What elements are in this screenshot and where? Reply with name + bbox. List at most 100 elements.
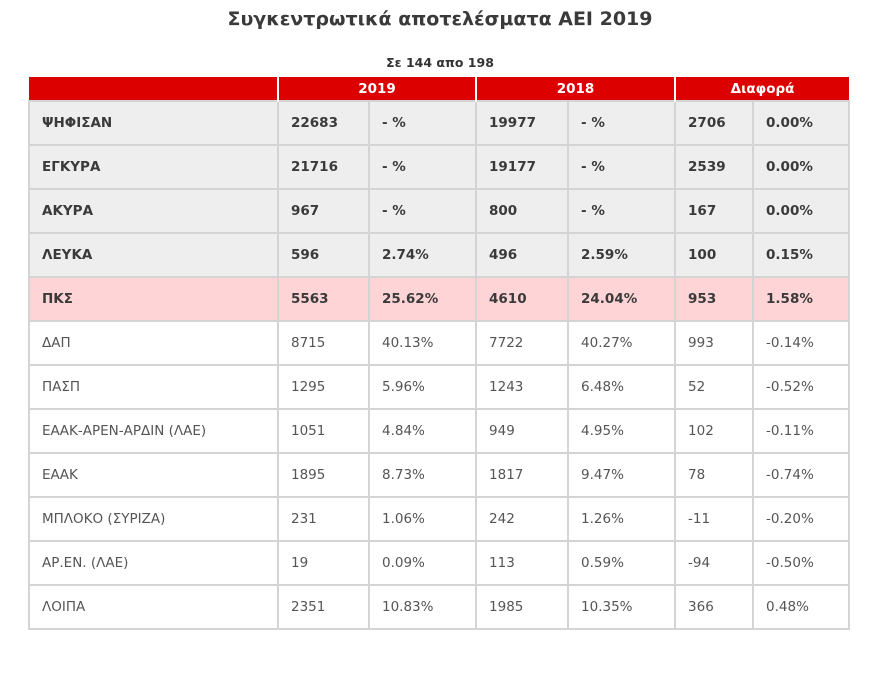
percent-2019: 8.73% <box>367 452 478 498</box>
votes-2018: 19177 <box>475 144 570 190</box>
table-row: ΕΓΚΥΡΑ 21716- % 19177- % 2539 0.00% <box>28 144 851 190</box>
row-label: ΕΓΚΥΡΑ <box>28 144 279 190</box>
percent-difference: -0.14% <box>752 320 851 366</box>
votes-2018: 1243 <box>475 364 570 410</box>
percent-2018: 10.35% <box>567 584 677 630</box>
percent-2019: 1.06% <box>367 496 478 542</box>
votes-2019: 967 <box>277 188 370 234</box>
percent-2019: 40.13% <box>367 320 478 366</box>
table-row: ΑΡ.ΕΝ. (ΛΑΕ) 19 0.09% 113 0.59% -94 -0.50% <box>28 540 851 586</box>
votes-2019: 5563 <box>277 276 370 322</box>
row-label: ΛΕΥΚΑ <box>28 232 279 278</box>
percent-difference: 0.48% <box>752 584 851 630</box>
votes-2019: 1051 <box>277 408 370 454</box>
table-row: ΔΑΠ 8715 40.13% 7722 40.27% 993 -0.14% <box>28 320 851 366</box>
table-row: ΑΚΥΡΑ 967- % 800- % 167 0.00% <box>28 188 851 234</box>
percent-2018: 24.04% <box>567 276 677 322</box>
votes-difference: -11 <box>674 496 755 542</box>
votes-2018: 7722 <box>475 320 570 366</box>
percent-difference: 0.15% <box>752 232 851 278</box>
votes-2018: 242 <box>475 496 570 542</box>
table-row: ΠΑΣΠ 1295 5.96% 1243 6.48% 52 -0.52% <box>28 364 851 410</box>
votes-2018: 113 <box>475 540 570 586</box>
percent-2018: 2.59% <box>567 232 677 278</box>
percent-2019: 10.83% <box>367 584 478 630</box>
row-label: ΜΠΛΟΚΟ (ΣΥΡΙΖΑ) <box>28 496 279 542</box>
table-row: ΛΕΥΚΑ 596 2.74% 496 2.59% 100 0.15% <box>28 232 851 278</box>
votes-2019: 2351 <box>277 584 370 630</box>
table-row: ΕΑΑΚ-ΑΡΕΝ-ΑΡΔΙΝ (ΛΑΕ) 1051 4.84% 949 4.95% 10… <box>28 408 851 454</box>
percent-difference: -0.20% <box>752 496 851 542</box>
counted-stations-subtitle: Σε 144 απο 198 <box>386 55 494 70</box>
votes-2018: 949 <box>475 408 570 454</box>
table-row: ΨΗΦΙΣΑΝ 22683- % 19977- % 2706 0.00% <box>28 100 851 146</box>
percent-2018: 9.47% <box>567 452 677 498</box>
percent-2019: 0.09% <box>367 540 478 586</box>
votes-2019: 21716 <box>277 144 370 190</box>
header-2019: 2019 <box>276 77 478 101</box>
percent-difference: 1.58% <box>752 276 851 322</box>
percent-2018: - % <box>567 144 677 190</box>
votes-difference: 78 <box>674 452 755 498</box>
votes-difference: 993 <box>674 320 755 366</box>
row-label: ΠΚΣ <box>28 276 279 322</box>
votes-2019: 22683 <box>277 100 370 146</box>
table-row: ΠΚΣ 5563 25.62% 4610 24.04% 953 1.58% <box>28 276 851 322</box>
row-label: ΔΑΠ <box>28 320 279 366</box>
votes-2018: 4610 <box>475 276 570 322</box>
votes-2019: 8715 <box>277 320 370 366</box>
votes-difference: 366 <box>674 584 755 630</box>
percent-difference: -0.50% <box>752 540 851 586</box>
percent-2018: 1.26% <box>567 496 677 542</box>
percent-2018: 40.27% <box>567 320 677 366</box>
header-2018: 2018 <box>475 77 677 101</box>
percent-2019: - % <box>367 100 478 146</box>
row-label: ΠΑΣΠ <box>28 364 279 410</box>
votes-2019: 1895 <box>277 452 370 498</box>
percent-2019: 25.62% <box>367 276 478 322</box>
votes-difference: 52 <box>674 364 755 410</box>
votes-2018: 800 <box>475 188 570 234</box>
results-table: 2019 2018 Διαφορά ΨΗΦΙΣΑΝ 22683- % 19977- … <box>28 77 851 630</box>
percent-2018: 6.48% <box>567 364 677 410</box>
percent-2018: - % <box>567 188 677 234</box>
percent-difference: 0.00% <box>752 144 851 190</box>
votes-difference: -94 <box>674 540 755 586</box>
votes-2019: 231 <box>277 496 370 542</box>
row-label: ΛΟΙΠΑ <box>28 584 279 630</box>
row-label: ΑΡ.ΕΝ. (ΛΑΕ) <box>28 540 279 586</box>
votes-2018: 1817 <box>475 452 570 498</box>
votes-difference: 100 <box>674 232 755 278</box>
votes-2019: 596 <box>277 232 370 278</box>
row-label: ΕΑΑΚ <box>28 452 279 498</box>
percent-2018: 4.95% <box>567 408 677 454</box>
votes-2018: 19977 <box>475 100 570 146</box>
table-row: ΕΑΑΚ 1895 8.73% 1817 9.47% 78 -0.74% <box>28 452 851 498</box>
percent-2019: 4.84% <box>367 408 478 454</box>
percent-difference: 0.00% <box>752 188 851 234</box>
row-label: ΕΑΑΚ-ΑΡΕΝ-ΑΡΔΙΝ (ΛΑΕ) <box>28 408 279 454</box>
row-label: ΑΚΥΡΑ <box>28 188 279 234</box>
table-row: ΜΠΛΟΚΟ (ΣΥΡΙΖΑ) 231 1.06% 242 1.26% -11 -0.20% <box>28 496 851 542</box>
percent-2018: - % <box>567 100 677 146</box>
table-row: ΛΟΙΠΑ 2351 10.83% 1985 10.35% 366 0.48% <box>28 584 851 630</box>
table-header-row: 2019 2018 Διαφορά <box>29 77 850 101</box>
percent-2019: - % <box>367 144 478 190</box>
votes-difference: 102 <box>674 408 755 454</box>
percent-2019: - % <box>367 188 478 234</box>
header-label-column <box>29 77 279 101</box>
votes-difference: 167 <box>674 188 755 234</box>
votes-2019: 1295 <box>277 364 370 410</box>
votes-2018: 1985 <box>475 584 570 630</box>
votes-2018: 496 <box>475 232 570 278</box>
percent-2019: 5.96% <box>367 364 478 410</box>
votes-2019: 19 <box>277 540 370 586</box>
percent-difference: -0.52% <box>752 364 851 410</box>
votes-difference: 2539 <box>674 144 755 190</box>
row-label: ΨΗΦΙΣΑΝ <box>28 100 279 146</box>
votes-difference: 2706 <box>674 100 755 146</box>
percent-2019: 2.74% <box>367 232 478 278</box>
percent-difference: 0.00% <box>752 100 851 146</box>
header-difference: Διαφορά <box>674 77 850 101</box>
percent-difference: -0.11% <box>752 408 851 454</box>
